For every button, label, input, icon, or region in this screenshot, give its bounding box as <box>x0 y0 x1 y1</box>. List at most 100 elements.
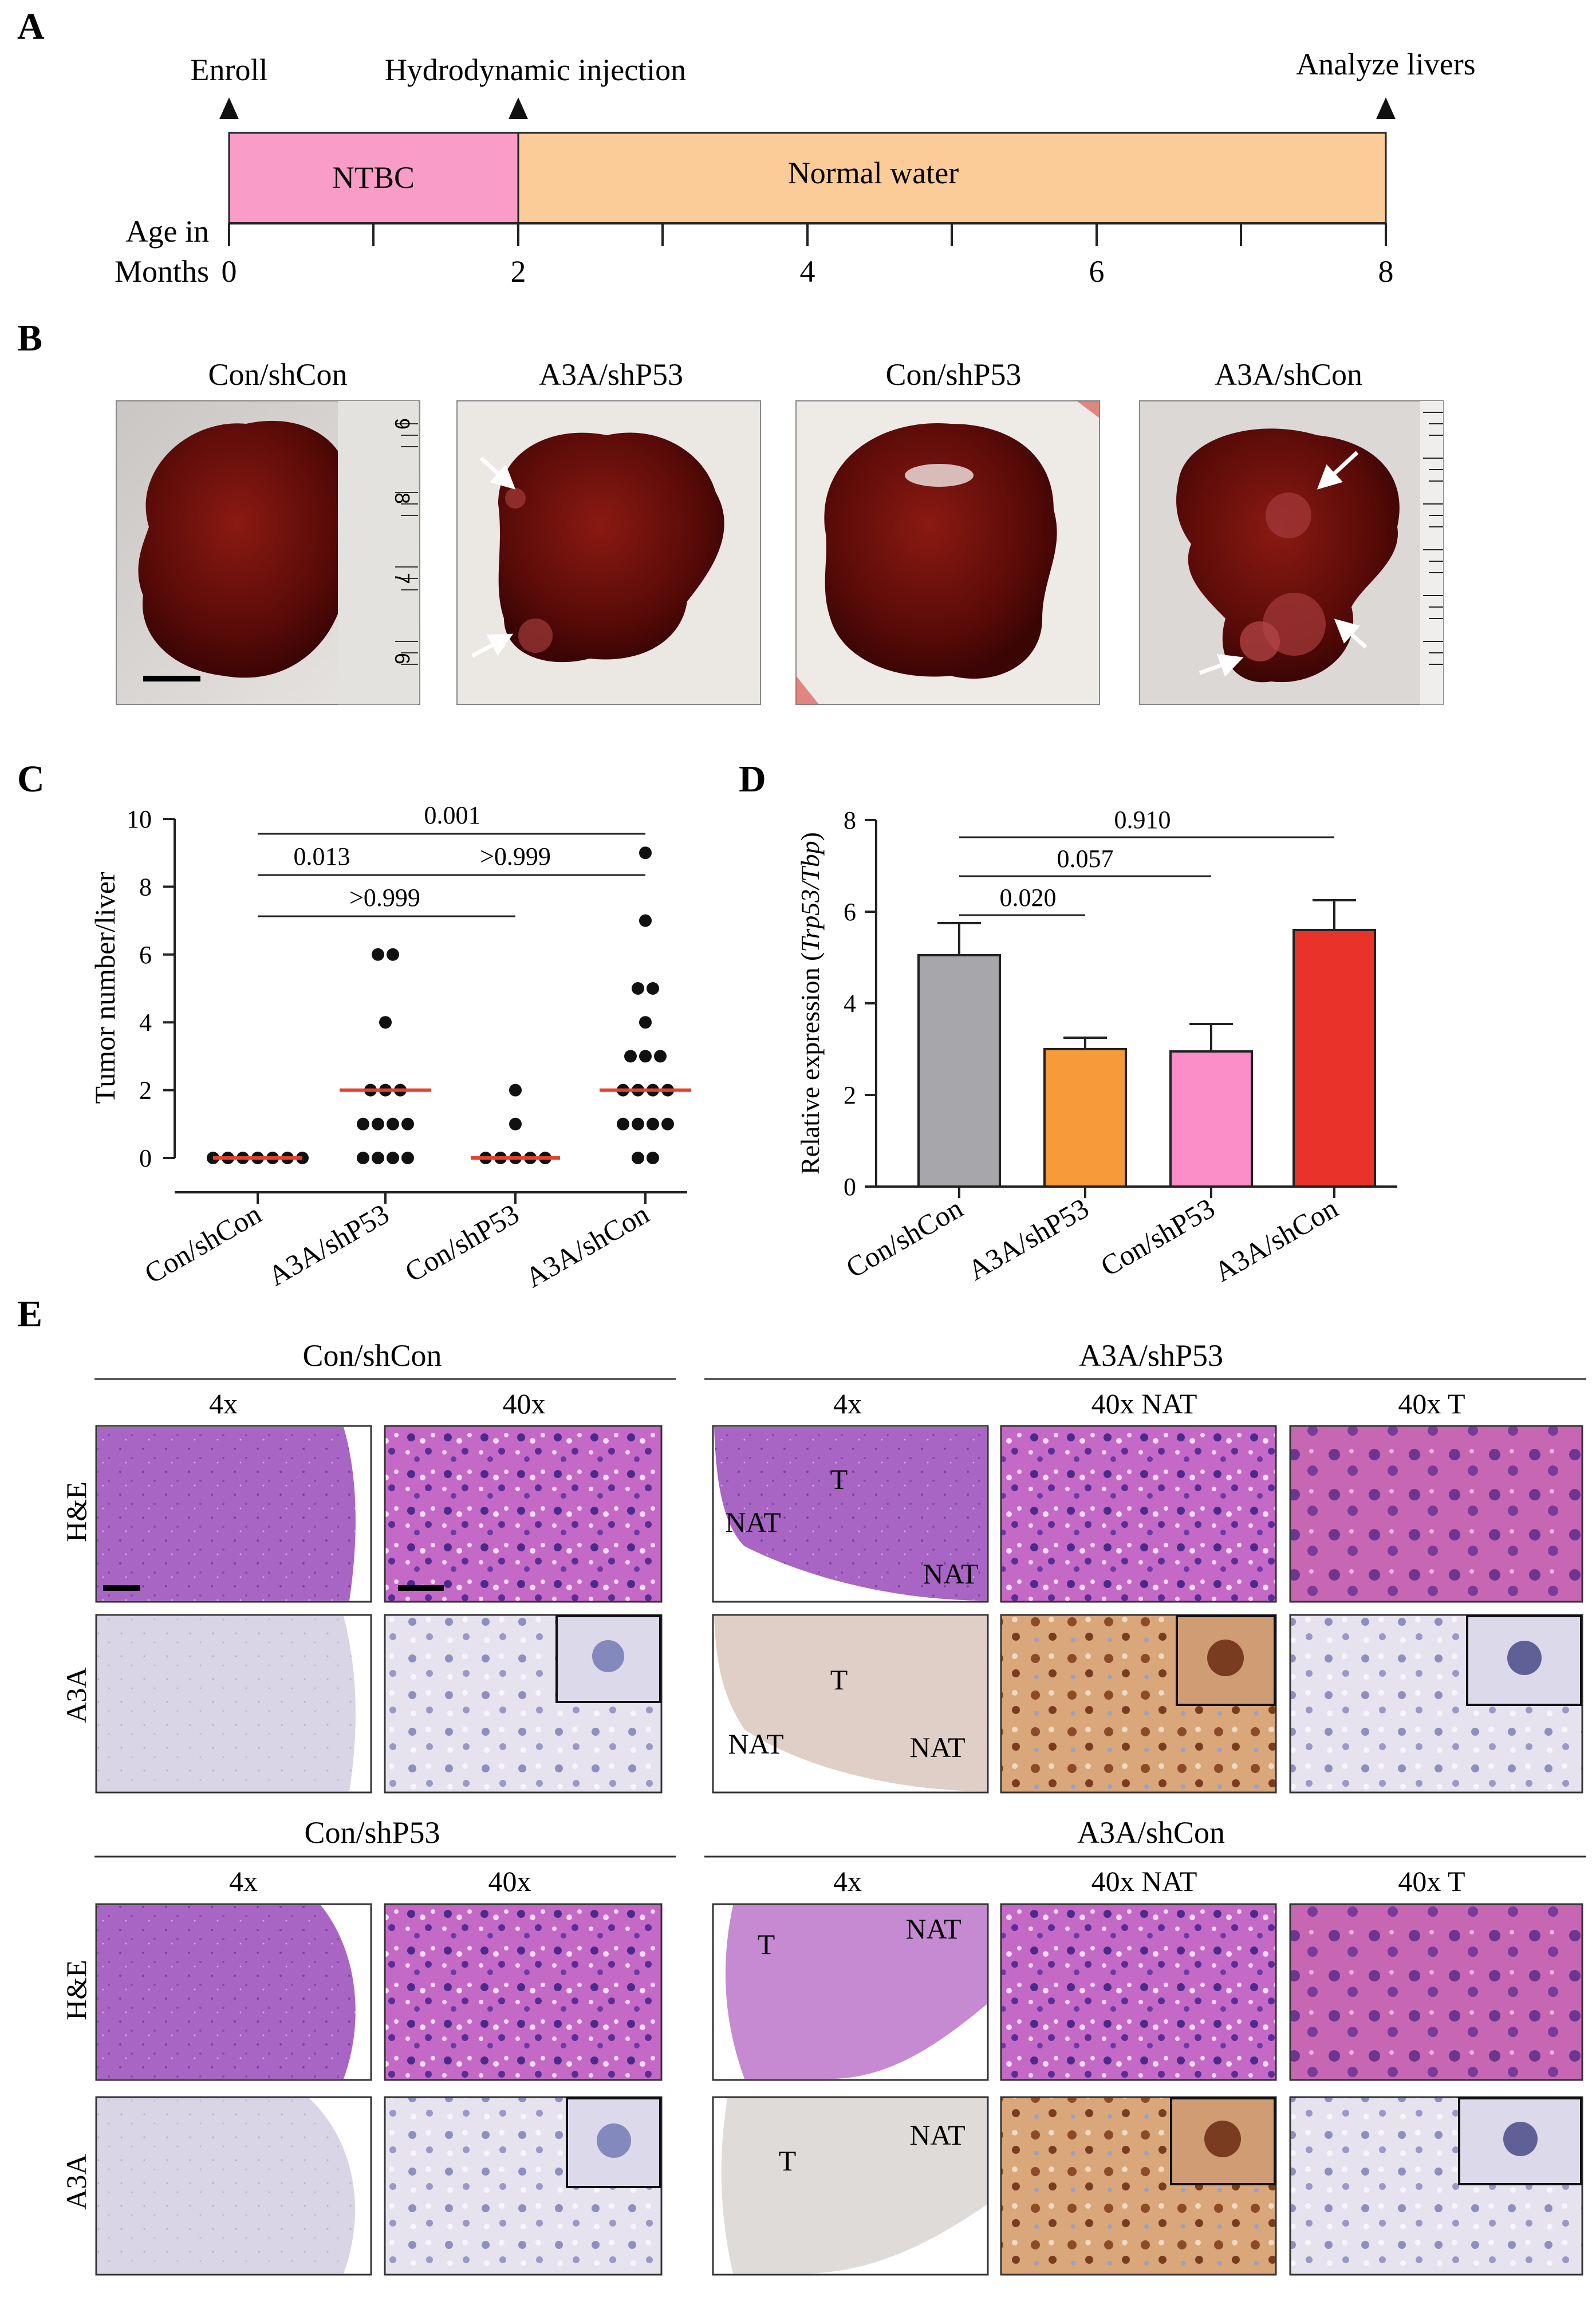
d-ytick-label: 4 <box>844 990 856 1018</box>
c-point <box>661 1117 674 1130</box>
c-ytick-label: 2 <box>139 1077 152 1105</box>
micrograph-he-40x-nat <box>1000 1903 1277 2081</box>
c-ylabel: Tumor number/liver <box>89 872 121 1104</box>
mag-label: 4x <box>833 1865 862 1897</box>
analyze-marker-icon <box>1376 97 1396 119</box>
c-point <box>639 1016 652 1029</box>
photo-title: A3A/shCon <box>1215 357 1362 392</box>
d-xtick-label: Con/shCon <box>841 1192 968 1284</box>
c-ytick-label: 8 <box>139 873 152 901</box>
region-label: NAT <box>905 1913 961 1945</box>
d-ytick-label: 8 <box>844 806 856 834</box>
region-label: T <box>830 1463 848 1495</box>
stain-label: A3A <box>60 1667 92 1723</box>
micrograph-ihc-40x-t <box>1289 1614 1583 1794</box>
inset <box>1176 1615 1276 1706</box>
d-ytick-label: 2 <box>844 1081 856 1109</box>
c-point <box>372 948 384 961</box>
scale-bar <box>103 1585 140 1591</box>
micrograph-ihc-40x-nat <box>1000 2096 1277 2276</box>
region-label: NAT <box>725 1506 781 1538</box>
tumor-arrow-icon <box>1199 653 1244 677</box>
panel-label-d: D <box>739 758 766 800</box>
timeline-ticks <box>228 223 1387 246</box>
micrograph-he-40x <box>384 1903 663 2081</box>
micrograph-he-40x-t <box>1289 1425 1583 1603</box>
panel-a: A Enroll Hydrodynamic injection Analyze … <box>17 6 1476 289</box>
months-label: Months <box>115 254 209 289</box>
tick-label: 2 <box>511 254 526 289</box>
d-significance <box>959 836 1334 916</box>
stain-label: A3A <box>60 2154 92 2209</box>
ruler-number: 8 <box>391 492 414 504</box>
liver-photo-con-shcon: 9 8 7 6 <box>116 400 420 705</box>
photo-title: A3A/shP53 <box>539 357 683 392</box>
panel-label-e: E <box>17 1293 42 1335</box>
tick-label: 6 <box>1089 254 1105 289</box>
c-point <box>401 1152 414 1164</box>
micrograph-ihc-4x: T NAT NAT <box>712 1614 989 1794</box>
c-point <box>372 1117 384 1130</box>
micrograph-ihc-4x <box>95 1614 372 1794</box>
c-xtick-label: A3A/shP53 <box>262 1197 394 1292</box>
d-bar <box>917 954 1001 1188</box>
normal-water-bar <box>517 132 1387 224</box>
c-ytick-label: 10 <box>127 805 152 833</box>
group-title: Con/shCon <box>302 1338 442 1373</box>
scale-bar <box>143 676 200 681</box>
d-xtick-label: A3A/shP53 <box>962 1192 1094 1286</box>
c-point <box>639 1050 652 1063</box>
c-point <box>357 1117 369 1130</box>
mag-label: 40x T <box>1398 1388 1465 1420</box>
injection-marker-icon <box>509 97 528 119</box>
tick-label: 4 <box>800 254 815 289</box>
c-pvalue: >0.999 <box>480 842 551 870</box>
d-ylabel: Relative expression (Trp53/Tbp) <box>795 832 825 1175</box>
tumor-arrow-icon <box>471 633 514 658</box>
tick-label: 0 <box>222 254 237 289</box>
d-ytick-label: 6 <box>844 898 856 926</box>
tumor-arrow-icon <box>479 456 516 490</box>
c-y-ticks: 10 8 6 4 2 0 <box>127 805 175 1172</box>
panel-d: D Relative expression (Trp53/Tbp) 86420 … <box>739 758 1397 1288</box>
c-point <box>372 1152 384 1164</box>
tick-label: 8 <box>1378 254 1394 289</box>
panel-e: E Con/shCon A3A/shP53 Con/shP53 A3A/shCo… <box>17 1293 1586 2276</box>
c-point <box>647 1152 659 1164</box>
micrograph-ihc-4x <box>95 2096 372 2276</box>
micrograph-he-40x-t <box>1289 1903 1583 2081</box>
ruler-number: 7 <box>391 573 414 584</box>
micrograph-ihc-40x <box>384 2096 663 2276</box>
group-title: A3A/shCon <box>1077 1815 1225 1850</box>
region-label: NAT <box>909 2119 965 2151</box>
region-label: T <box>758 1928 775 1960</box>
milestone-injection: Hydrodynamic injection <box>385 53 686 87</box>
liver-photo-con-shp53 <box>795 400 1100 705</box>
region-label: T <box>830 1664 848 1696</box>
ntbc-bar <box>228 132 519 224</box>
c-point <box>647 982 659 995</box>
c-point <box>639 914 652 927</box>
c-point <box>387 1117 399 1130</box>
micrograph-he-40x-nat <box>1000 1425 1277 1603</box>
c-point <box>632 982 644 995</box>
c-point <box>357 1152 369 1164</box>
c-point <box>654 1050 667 1063</box>
c-point <box>509 1083 522 1097</box>
micrograph-ihc-40x <box>384 1614 663 1794</box>
d-bar <box>1043 1048 1127 1188</box>
region-label: T <box>779 2145 797 2177</box>
region-label: NAT <box>728 1728 783 1760</box>
micrograph-he-4x <box>95 1425 372 1603</box>
d-pvalue: 0.020 <box>1000 884 1057 912</box>
c-pvalue: 0.013 <box>294 842 350 870</box>
ntbc-label: NTBC <box>332 160 415 195</box>
micrograph-ihc-40x-t <box>1289 2096 1583 2276</box>
d-xtick-label: Con/shP53 <box>1095 1192 1220 1282</box>
c-medians <box>213 1088 691 1160</box>
c-pvalue: >0.999 <box>349 884 420 912</box>
c-point <box>639 846 652 860</box>
